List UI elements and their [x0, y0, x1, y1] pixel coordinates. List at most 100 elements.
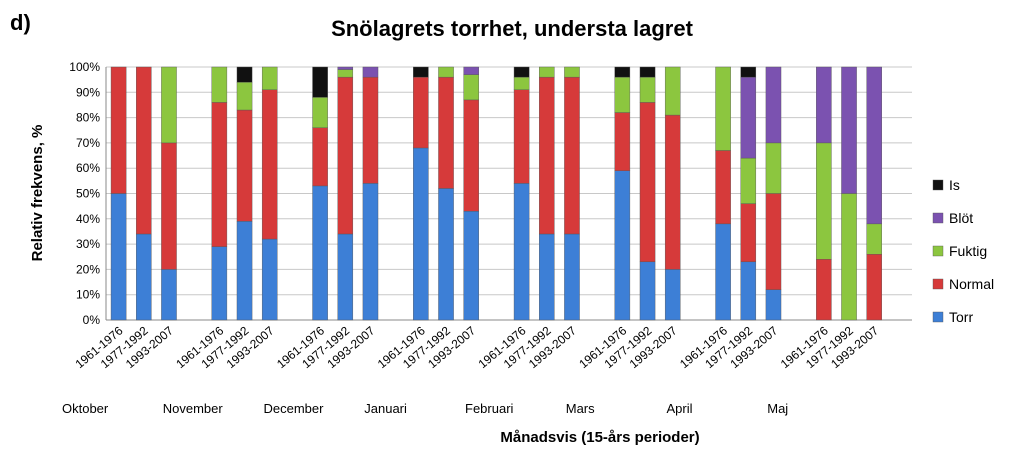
bar-segment [614, 66, 631, 78]
bar-segment [866, 223, 882, 255]
bar-segment [715, 150, 731, 225]
bar-segment [639, 66, 656, 78]
month-label: Maj [767, 401, 788, 416]
bar-segment [816, 259, 832, 321]
y-tick-label: 70% [76, 136, 100, 150]
month-label: April [667, 401, 693, 416]
bar-segment [841, 66, 857, 194]
bar-segment [740, 203, 757, 263]
bar-segment [161, 66, 177, 144]
month-label: Oktober [62, 401, 109, 416]
bar-segment [161, 142, 177, 270]
y-tick-label: 100% [69, 60, 100, 74]
y-tick-label: 20% [76, 262, 100, 276]
bar-segment [816, 142, 832, 260]
bar-segment [664, 269, 681, 321]
bar-segment [413, 76, 429, 149]
bar-segment [312, 66, 328, 98]
y-tick-label: 80% [76, 111, 100, 125]
bar-segment [362, 76, 379, 184]
bar-segment [161, 269, 177, 321]
bar-segment [337, 76, 354, 235]
bar-segment [438, 76, 454, 189]
bar-segment [765, 289, 782, 321]
chart-title: Snölagrets torrhet, understa lagret [331, 16, 693, 41]
bar-segment [463, 99, 479, 212]
bar-segment [211, 102, 228, 247]
bar-segment [740, 261, 757, 321]
bar-segment [564, 233, 580, 321]
bar-segment [438, 188, 454, 321]
month-label: December [264, 401, 325, 416]
y-tick-label: 90% [76, 85, 100, 99]
month-label: Mars [566, 401, 595, 416]
bar-segment [539, 233, 555, 321]
bar-segment [715, 66, 731, 151]
y-tick-label: 0% [83, 313, 101, 327]
bar-segment [513, 183, 530, 321]
legend-entry: Fuktig [949, 243, 987, 259]
bar-segment [110, 193, 127, 321]
y-tick-label: 30% [76, 237, 100, 251]
bar-segment [513, 76, 530, 90]
legend-entry: Blöt [949, 210, 973, 226]
bar-segment [261, 66, 278, 90]
legend-swatch [932, 179, 944, 191]
month-label: Februari [465, 401, 514, 416]
bar-segment [765, 142, 782, 194]
bar-segment [866, 66, 882, 225]
bar-segment [715, 223, 731, 321]
bar-segment [614, 112, 631, 171]
bar-segment [211, 246, 228, 321]
y-axis-label: Relativ frekvens, % [29, 125, 46, 262]
bar-segment [639, 76, 656, 103]
x-axis-label: Månadsvis (15-års perioder) [500, 429, 699, 446]
bar-segment [236, 81, 253, 111]
y-tick-label: 10% [76, 288, 100, 302]
bar-segment [337, 69, 354, 78]
y-tick-label: 40% [76, 212, 100, 226]
y-tick-label: 50% [76, 187, 100, 201]
bar-segment [614, 170, 631, 321]
bar-segment [513, 89, 530, 184]
y-axis: 0% 10% 20% 30% 40% 50% 60% 70% 80% 90% 100% [69, 60, 912, 327]
month-label: Januari [364, 401, 407, 416]
bar-segment [261, 89, 278, 240]
bar-segment [110, 66, 127, 194]
bar-segment [639, 102, 656, 263]
legend-entry: Normal [949, 276, 994, 292]
bar-segment [236, 109, 253, 222]
bar-segment [564, 76, 580, 235]
bar-segment [539, 66, 555, 78]
bar-segment [664, 114, 681, 270]
legend-swatch [932, 311, 944, 323]
bar-segment [765, 66, 782, 144]
bar-segment [463, 74, 479, 101]
bar-segment [740, 66, 757, 78]
bar-segment [312, 185, 328, 321]
bar-segment [463, 66, 479, 75]
bar-segment [136, 66, 152, 235]
legend-swatch [932, 245, 944, 257]
bar-segment [639, 261, 656, 321]
bar-segment [413, 66, 429, 78]
bars [110, 66, 882, 321]
legend-swatch [932, 278, 944, 290]
bar-segment [740, 157, 757, 204]
bar-segment [337, 66, 354, 70]
bar-segment [513, 66, 530, 78]
legend: Is Blöt Fuktig Normal Torr [932, 177, 994, 325]
bar-segment [413, 147, 429, 321]
bar-segment [816, 66, 832, 144]
bar-segment [866, 254, 882, 321]
bar-segment [664, 66, 681, 116]
panel-label: d) [10, 10, 31, 35]
bar-segment [211, 66, 228, 103]
bar-segment [841, 193, 857, 321]
bar-segment [136, 233, 152, 321]
bar-segment [463, 211, 479, 321]
bar-segment [438, 66, 454, 78]
legend-entry: Torr [949, 309, 973, 325]
bar-segment [362, 66, 379, 78]
bar-segment [765, 193, 782, 290]
